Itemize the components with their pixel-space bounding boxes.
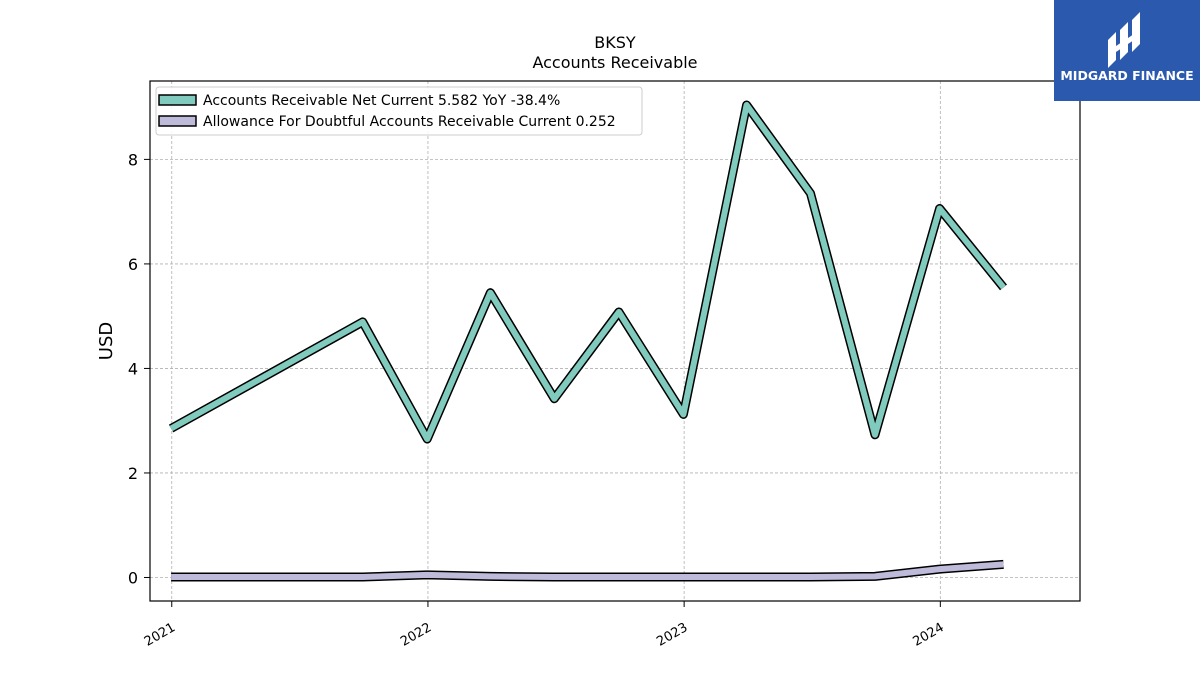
x-tick-label: 2023 (654, 620, 690, 650)
chart-title: BKSY (594, 33, 636, 52)
x-tick-label: 2022 (398, 620, 434, 650)
y-tick-label: 2 (128, 464, 138, 483)
legend-label: Accounts Receivable Net Current 5.582 Yo… (203, 93, 560, 109)
x-tick-label: 2024 (910, 620, 946, 650)
plot-frame (149, 80, 1081, 602)
legend-swatch (158, 115, 197, 127)
grid-layer (150, 81, 1080, 601)
brand-logo-mark-icon (1108, 12, 1140, 68)
chart-subtitle: Accounts Receivable (532, 53, 697, 72)
series-outline-0 (168, 100, 1007, 444)
legend: Accounts Receivable Net Current 5.582 Yo… (155, 86, 643, 136)
legend-swatch (158, 94, 197, 106)
y-axis-label: USD (96, 322, 117, 360)
y-tick-label: 4 (128, 359, 138, 378)
brand-name: MIDGARD FINANCE (1060, 68, 1194, 83)
series-line-1 (171, 561, 1004, 580)
x-tick-label: 2021 (142, 620, 178, 650)
series-layer (168, 100, 1007, 582)
series-line-0 (169, 102, 1006, 442)
y-tick-label: 8 (128, 150, 138, 169)
y-tick-label: 6 (128, 255, 138, 274)
brand-logo: MIDGARD FINANCE (1054, 0, 1200, 101)
legend-box (155, 86, 643, 136)
y-tick-label: 0 (128, 568, 138, 587)
legend-label: Allowance For Doubtful Accounts Receivab… (203, 114, 616, 130)
